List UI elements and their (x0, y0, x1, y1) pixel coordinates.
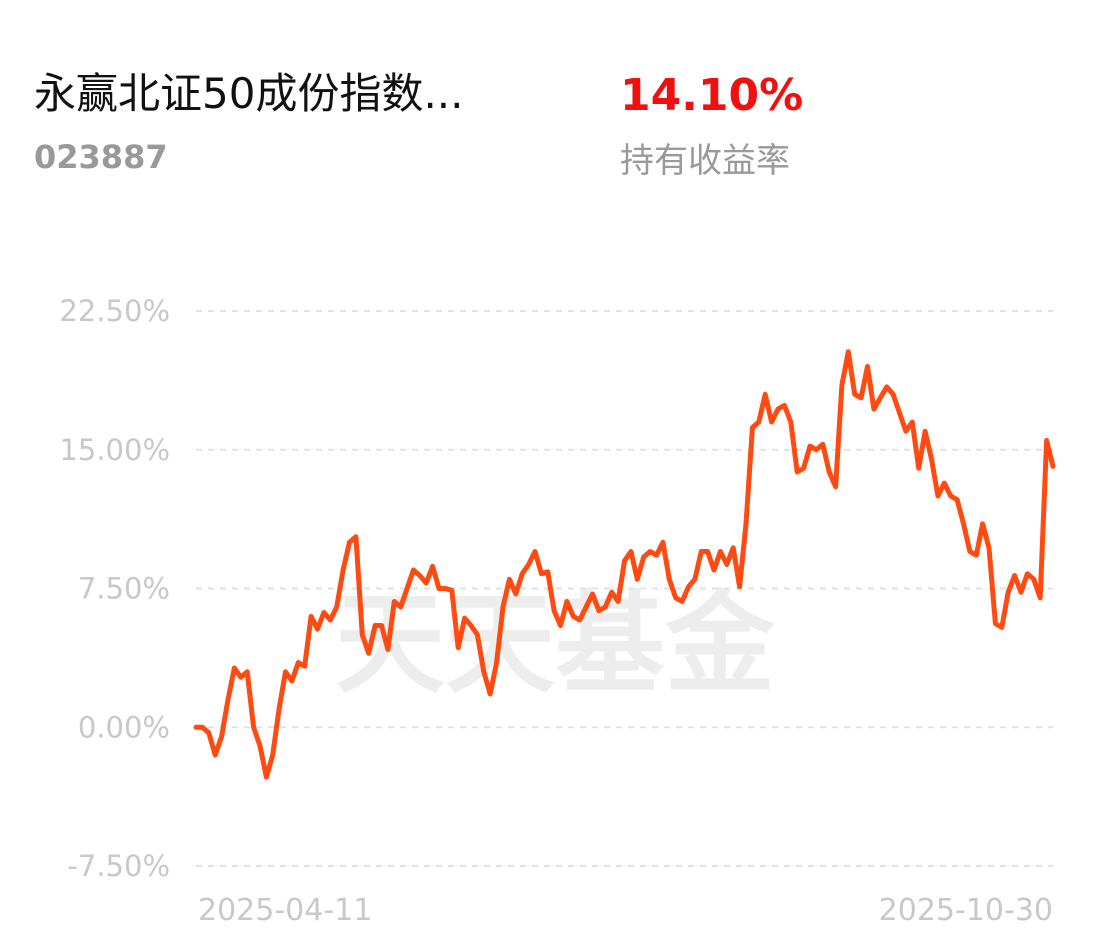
return-label: 持有收益率 (620, 141, 790, 181)
watermark: 天天基金 (335, 580, 776, 708)
fund-code: 023887 (34, 138, 168, 176)
x-tick-label: 2025-04-11 (198, 893, 372, 928)
y-tick-label: 0.00% (78, 710, 170, 744)
y-tick-label: 22.50% (59, 294, 170, 328)
y-tick-label: 7.50% (78, 572, 170, 606)
y-tick-label: -7.50% (67, 849, 170, 883)
y-tick-label: 15.00% (59, 433, 170, 467)
return-value: 14.10% (620, 70, 803, 121)
fund-title: 永赢北证50成份指数... (34, 69, 464, 118)
x-tick-label: 2025-10-30 (879, 893, 1053, 928)
line (193, 349, 1056, 780)
